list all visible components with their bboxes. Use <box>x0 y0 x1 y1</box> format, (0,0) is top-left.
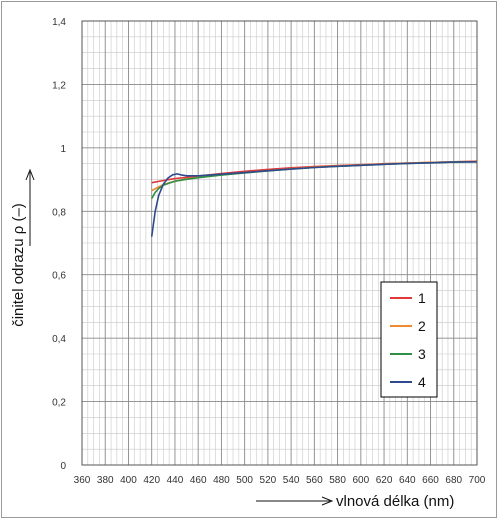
x-tick-label: 420 <box>143 475 160 486</box>
legend-label-2: 2 <box>418 318 426 334</box>
x-axis-arrowhead <box>321 496 334 506</box>
plot-border <box>81 20 478 466</box>
legend-label-1: 1 <box>418 290 426 306</box>
legend-box <box>380 281 438 398</box>
x-tick-label: 460 <box>190 475 207 486</box>
x-axis-title-group: vlnová délka (nm) <box>256 493 454 510</box>
x-tick-label: 640 <box>399 475 416 486</box>
x-tick-label: 600 <box>352 475 369 486</box>
y-tick-label: 0,4 <box>52 334 66 345</box>
x-tick-label: 540 <box>283 475 300 486</box>
y-tick-label: 1,2 <box>52 80 66 91</box>
x-tick-label: 380 <box>97 475 114 486</box>
y-tick-label: 0,6 <box>52 271 66 282</box>
x-tick-label: 480 <box>213 475 230 486</box>
x-tick-label: 360 <box>74 475 91 486</box>
y-tick-label: 0,2 <box>52 398 66 409</box>
y-tick-label: 1,4 <box>52 17 66 28</box>
y-tick-labels: 0 0,2 0,4 0,6 0,8 1 1,2 1,4 <box>52 17 66 472</box>
series-line-4 <box>150 161 478 237</box>
series-lines <box>150 160 478 237</box>
legend: 1 2 3 4 <box>380 281 438 398</box>
x-tick-label: 400 <box>120 475 137 486</box>
x-tick-labels: 360 380 400 420 440 460 480 500 520 540 560 580 600 6… <box>74 475 486 486</box>
y-tick-label: 1 <box>60 144 66 155</box>
x-tick-label: 680 <box>445 475 462 486</box>
y-axis-arrowhead <box>25 168 35 181</box>
y-axis-title: činitel odrazu ρ (–) <box>10 203 27 327</box>
x-tick-label: 500 <box>236 475 253 486</box>
x-tick-label: 580 <box>329 475 346 486</box>
y-axis-title-group: činitel odrazu ρ (–) <box>10 168 35 327</box>
x-tick-label: 660 <box>422 475 439 486</box>
y-tick-label: 0,8 <box>52 207 66 218</box>
x-tick-label: 700 <box>469 475 486 486</box>
legend-label-4: 4 <box>418 374 426 390</box>
x-axis-title: vlnová délka (nm) <box>336 493 454 510</box>
x-tick-label: 520 <box>260 475 277 486</box>
grid-minor <box>81 20 478 466</box>
x-tick-label: 440 <box>167 475 184 486</box>
x-tick-label: 560 <box>306 475 323 486</box>
x-tick-label: 620 <box>376 475 393 486</box>
legend-label-3: 3 <box>418 346 426 362</box>
y-tick-label: 0 <box>60 461 66 472</box>
